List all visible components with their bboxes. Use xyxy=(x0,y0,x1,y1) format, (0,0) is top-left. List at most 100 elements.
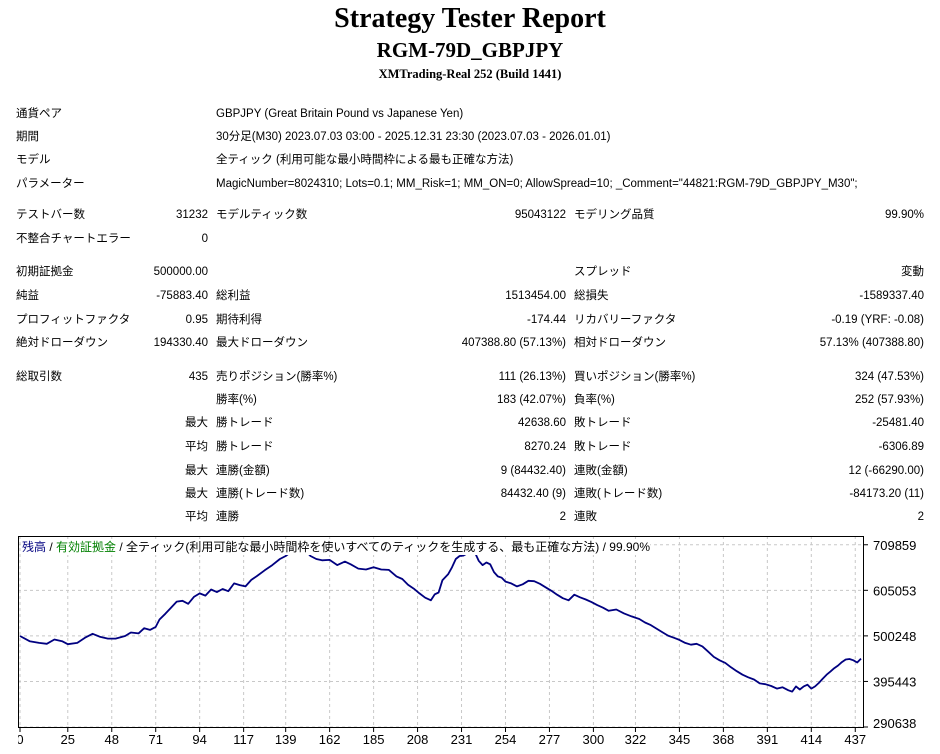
deposit-label: 初期証拠金 xyxy=(16,266,74,278)
recovery-factor-label: リカバリーファクタ xyxy=(574,314,677,326)
x-tick-label: 254 xyxy=(495,732,517,747)
x-tick-label: 414 xyxy=(800,732,822,747)
ticks-value: 95043122 xyxy=(514,209,566,221)
largest-loss-label: 敗トレード xyxy=(574,417,632,429)
win-rate-label: 勝率(%) xyxy=(216,394,257,406)
gross-loss-label: 総損失 xyxy=(574,290,609,302)
average-qualifier: 平均 xyxy=(185,441,208,453)
y-tick-label: 500248 xyxy=(873,629,916,644)
abs-drawdown-value: 194330.40 xyxy=(153,337,208,349)
expected-payoff-label: 期待利得 xyxy=(216,314,262,326)
x-tick-label: 345 xyxy=(669,732,691,747)
x-tick-label: 71 xyxy=(148,732,162,747)
mismatch-label: 不整合チャートエラー xyxy=(16,233,131,245)
cons-wins-amount-value: 9 (84432.40) xyxy=(500,465,566,477)
loss-rate-value: 252 (57.93%) xyxy=(854,394,924,406)
average-qualifier: 平均 xyxy=(185,511,208,523)
long-positions-label: 買いポジション(勝率%) xyxy=(574,371,696,383)
short-positions-value: 111 (26.13%) xyxy=(498,371,566,383)
balance-chart: 0 25 48 71 94 117 139 162 185 208 231 254 277 300 322 3… xyxy=(18,536,916,747)
cons-wins-amount-label: 連勝(金額) xyxy=(216,465,270,477)
quality-value: 99.90% xyxy=(884,209,924,221)
largest-win-label: 勝トレード xyxy=(216,417,274,429)
legend-separator: / xyxy=(46,540,57,554)
net-profit-value: -75883.40 xyxy=(156,290,208,302)
x-tick-label: 437 xyxy=(844,732,866,747)
x-tick-label: 322 xyxy=(625,732,647,747)
server-build: XMTrading-Real 252 (Build 1441) xyxy=(378,67,562,81)
period-value: 30分足(M30) 2023.07.03 03:00 - 2025.12.31 … xyxy=(216,131,611,143)
max-qualifier: 最大 xyxy=(185,488,208,500)
expert-name: RGM-79D_GBPJPY xyxy=(376,38,564,62)
win-rate-value: 183 (42.07%) xyxy=(496,394,566,406)
x-tick-label: 162 xyxy=(319,732,341,747)
expected-payoff-value: -174.44 xyxy=(526,314,566,326)
cons-wins-count-value: 84432.40 (9) xyxy=(500,488,566,500)
cons-losses-amount-label: 連敗(金額) xyxy=(574,465,628,477)
model-label: モデル xyxy=(16,154,51,166)
x-tick-label: 25 xyxy=(61,732,75,747)
ticks-label: モデルティック数 xyxy=(216,209,308,221)
avg-win-value: 8270.24 xyxy=(524,441,566,453)
rel-drawdown-label: 相対ドローダウン xyxy=(574,337,666,349)
short-positions-label: 売りポジション(勝率%) xyxy=(216,371,338,383)
long-positions-value: 324 (47.53%) xyxy=(854,371,924,383)
y-tick-label: 395443 xyxy=(873,674,916,689)
parameters-value: MagicNumber=8024310; Lots=0.1; MM_Risk=1… xyxy=(216,178,858,190)
x-tick-label: 208 xyxy=(407,732,429,747)
avg-cons-wins-value: 2 xyxy=(559,511,566,523)
quality-label: モデリング品質 xyxy=(574,209,655,221)
largest-qualifier: 最大 xyxy=(185,417,208,429)
avg-cons-losses-label: 連敗 xyxy=(574,511,597,523)
legend-equity: 有効証拠金 xyxy=(56,540,117,554)
x-tick-label: 0 xyxy=(18,732,24,747)
x-tick-label: 48 xyxy=(105,732,119,747)
cons-losses-count-label: 連敗(トレード数) xyxy=(574,488,663,500)
avg-loss-label: 敗トレード xyxy=(574,441,632,453)
avg-cons-wins-label: 連勝 xyxy=(216,511,239,523)
abs-drawdown-label: 絶対ドローダウン xyxy=(16,337,108,349)
report-title: Strategy Tester Report xyxy=(334,3,606,34)
chart-frame xyxy=(18,536,864,728)
net-profit-label: 純益 xyxy=(16,290,39,302)
cons-losses-amount-value: 12 (-66290.00) xyxy=(848,465,924,477)
gross-profit-label: 総利益 xyxy=(216,290,251,302)
legend-description: / 全ティック(利用可能な最小時間枠を使いすべてのティックを生成する、最も正確な… xyxy=(116,540,650,554)
rel-drawdown-value: 57.13% (407388.80) xyxy=(819,337,924,349)
cons-losses-count-value: -84173.20 (11) xyxy=(849,488,924,500)
profit-factor-value: 0.95 xyxy=(185,314,208,326)
bars-value: 31232 xyxy=(176,209,208,221)
balance-line xyxy=(19,544,862,693)
parameters-label: パラメーター xyxy=(16,178,85,190)
x-tick-label: 185 xyxy=(363,732,385,747)
x-tick-label: 139 xyxy=(275,732,297,747)
mismatch-value: 0 xyxy=(201,233,208,245)
y-tick-label: 290638 xyxy=(873,716,916,731)
avg-win-label: 勝トレード xyxy=(216,441,274,453)
avg-loss-value: -6306.89 xyxy=(878,441,924,453)
total-trades-label: 総取引数 xyxy=(16,371,62,383)
chart-legend: 残高 / 有効証拠金 / 全ティック(利用可能な最小時間枠を使いすべてのティック… xyxy=(22,540,650,555)
total-trades-value: 435 xyxy=(188,371,208,383)
x-tick-label: 300 xyxy=(583,732,605,747)
avg-cons-losses-value: 2 xyxy=(917,511,924,523)
x-tick-label: 368 xyxy=(713,732,735,747)
spread-value: 変動 xyxy=(901,266,924,278)
max-drawdown-value: 407388.80 (57.13%) xyxy=(461,337,566,349)
profit-factor-label: プロフィットファクタ xyxy=(16,314,131,326)
loss-rate-label: 負率(%) xyxy=(574,394,615,406)
bars-label: テストバー数 xyxy=(16,209,85,221)
x-tick-label: 231 xyxy=(451,732,473,747)
largest-loss-value: -25481.40 xyxy=(872,417,924,429)
period-label: 期間 xyxy=(16,131,39,143)
y-tick-label: 605053 xyxy=(873,583,916,598)
max-drawdown-label: 最大ドローダウン xyxy=(216,337,308,349)
legend-balance: 残高 xyxy=(22,540,47,554)
gross-profit-value: 1513454.00 xyxy=(505,290,566,302)
symbol-value: GBPJPY (Great Britain Pound vs Japanese … xyxy=(216,108,464,120)
largest-win-value: 42638.60 xyxy=(518,417,566,429)
symbol-label: 通貨ペア xyxy=(16,108,62,120)
y-tick-label: 709859 xyxy=(873,538,916,553)
spread-label: スプレッド xyxy=(574,266,632,278)
gross-loss-value: -1589337.40 xyxy=(859,290,924,302)
